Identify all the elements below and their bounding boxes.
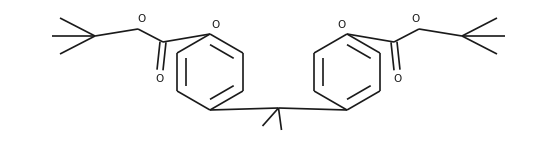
- Text: O: O: [138, 14, 146, 24]
- Text: O: O: [212, 20, 220, 30]
- Text: O: O: [156, 74, 164, 84]
- Text: O: O: [337, 20, 345, 30]
- Text: O: O: [393, 74, 401, 84]
- Text: O: O: [411, 14, 419, 24]
